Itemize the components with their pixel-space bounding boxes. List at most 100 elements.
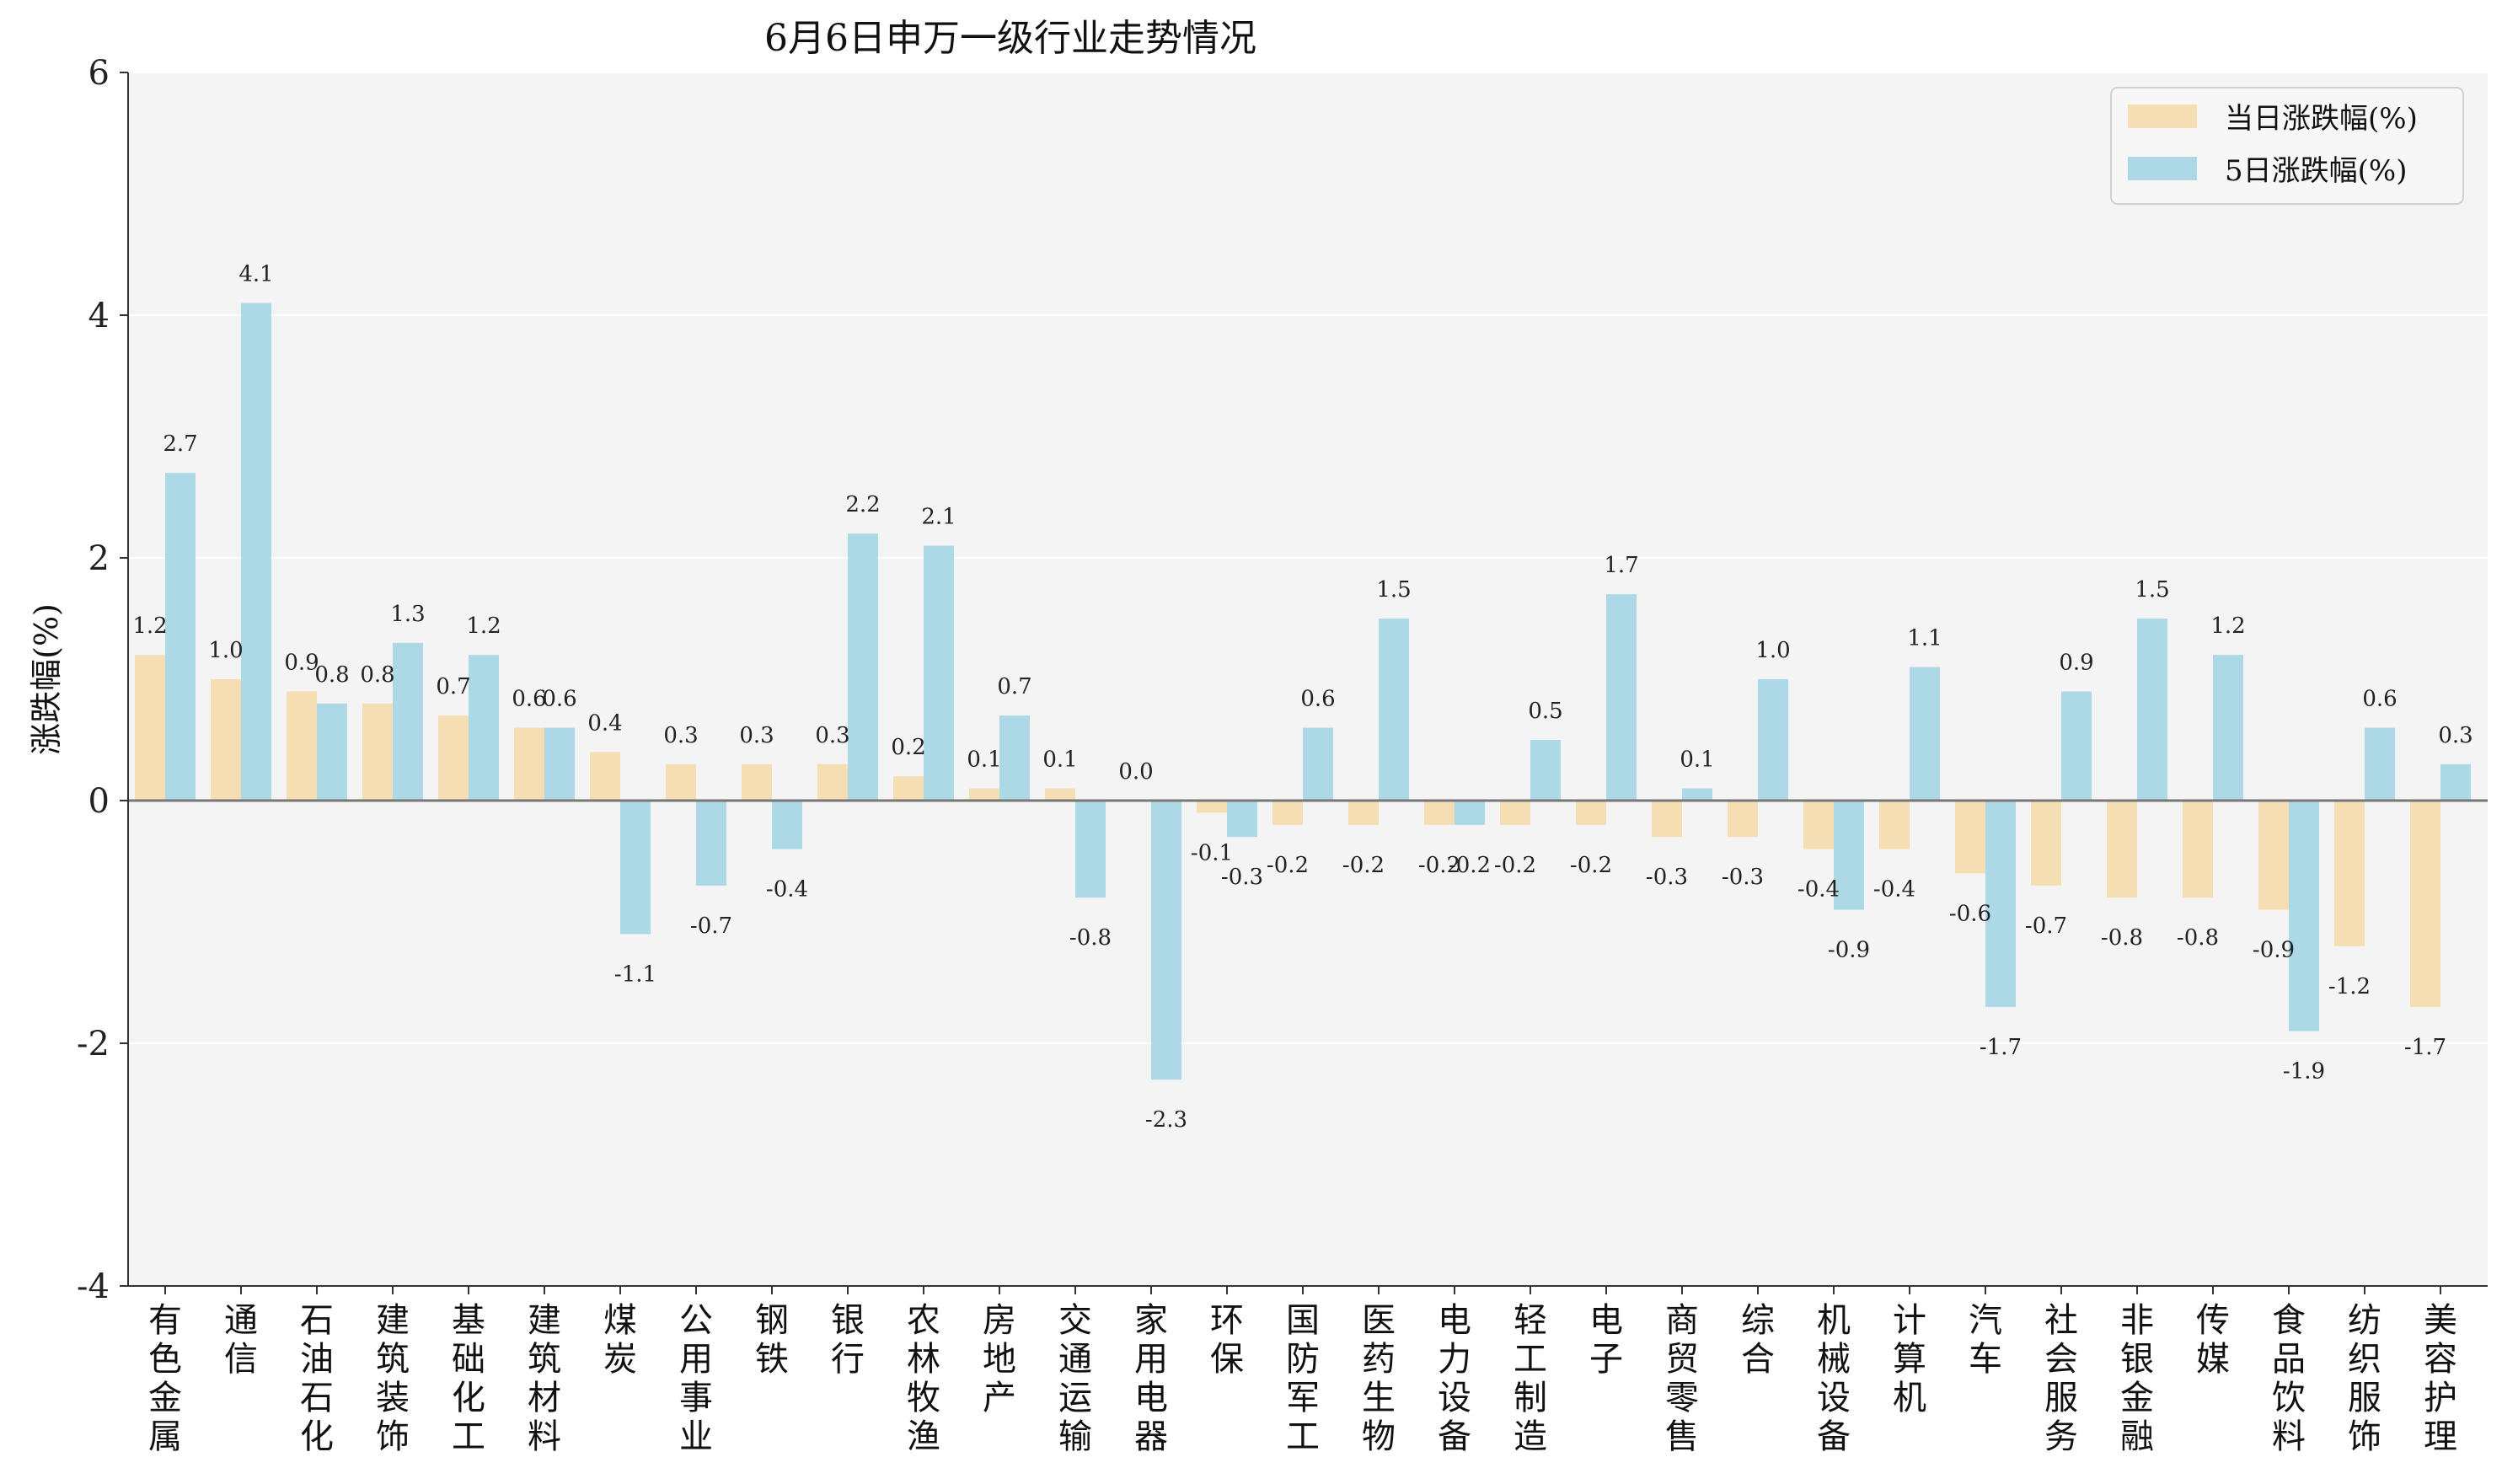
bar-daily [1348, 801, 1379, 825]
data-label: 0.1 [1680, 747, 1714, 773]
data-label: -0.2 [1418, 853, 1460, 878]
bar-daily [1955, 801, 1985, 874]
legend-box [2110, 87, 2464, 205]
bar-daily [2334, 801, 2365, 946]
bar-5day [1606, 594, 1637, 801]
data-label: -0.3 [1646, 865, 1688, 890]
bar-daily [1424, 801, 1455, 825]
data-label: -1.1 [614, 962, 656, 987]
data-label: 0.2 [891, 735, 925, 760]
x-category-label: 钢铁 [755, 1301, 789, 1379]
data-label: 0.6 [512, 687, 546, 712]
plot-background [128, 72, 2488, 1286]
bar-5day [620, 801, 651, 935]
bar-5day [2440, 763, 2471, 801]
bar-daily [1728, 801, 1758, 838]
x-category-label: 煤炭 [603, 1301, 637, 1379]
bar-daily [969, 788, 999, 801]
data-label: 0.9 [284, 650, 319, 675]
bar-5day [2137, 619, 2167, 801]
bar-daily [1500, 801, 1530, 825]
data-label: 1.2 [132, 613, 167, 639]
bar-5day [1151, 801, 1181, 1080]
legend-label-5day: 5日涨跌幅(%) [2225, 154, 2407, 188]
x-category-label: 公用事业 [679, 1301, 713, 1456]
data-label: 0.6 [2362, 687, 2397, 712]
chart-title: 6月6日申万一级行业走势情况 [764, 17, 1256, 60]
bar-5day [1758, 679, 1788, 801]
x-category-label: 非银金融 [2120, 1301, 2154, 1456]
data-label: -1.7 [2404, 1035, 2446, 1060]
data-label: 0.0 [1118, 759, 1153, 785]
data-label: -0.8 [2177, 925, 2219, 951]
x-category-label: 农林牧渔 [907, 1301, 940, 1456]
y-tick-label: 4 [88, 297, 110, 335]
bar-daily [2410, 801, 2440, 1007]
x-category-label: 银行 [831, 1301, 865, 1379]
legend-swatch-5day [2128, 157, 2197, 180]
bar-5day [999, 715, 1030, 801]
legend-swatch-daily [2128, 104, 2197, 128]
data-label: 2.7 [163, 431, 197, 457]
data-label: 0.1 [967, 747, 1001, 773]
bar-5day [848, 533, 878, 801]
bar-daily [438, 715, 469, 801]
data-label: 0.6 [542, 687, 576, 712]
bar-5day [1834, 801, 1864, 910]
data-label: -1.2 [2328, 974, 2371, 999]
data-label: -0.4 [766, 877, 808, 903]
y-tick-label: 6 [88, 54, 110, 93]
x-category-label: 交通运输 [1058, 1301, 1092, 1456]
data-label: 0.1 [1042, 747, 1077, 773]
x-category-label: 国防军工 [1286, 1301, 1320, 1456]
x-category-label: 纺织服饰 [2348, 1301, 2381, 1456]
bar-5day [393, 642, 423, 801]
x-category-label: 计算机 [1893, 1301, 1926, 1417]
bar-5day [1910, 667, 1940, 801]
data-label: -0.4 [1873, 877, 1915, 903]
legend: 当日涨跌幅(%) 5日涨跌幅(%) [2110, 87, 2464, 205]
bar-daily [1652, 801, 1682, 838]
x-category-label: 电力设备 [1438, 1301, 1471, 1456]
x-category-label: 基础化工 [452, 1301, 485, 1456]
y-ticks: -4 -2 0 2 4 6 [77, 54, 128, 1306]
x-category-label: 石油石化 [300, 1301, 334, 1456]
axes [127, 72, 2488, 1287]
data-label: 2.2 [845, 492, 880, 517]
data-label: -0.2 [1342, 853, 1385, 878]
data-label: 0.8 [360, 662, 394, 688]
x-category-label: 有色金属 [148, 1301, 182, 1456]
bar-5day [544, 727, 575, 801]
bar-5day [1985, 801, 2016, 1007]
data-label: -0.6 [1949, 901, 1991, 926]
bar-5day [1075, 801, 1106, 898]
x-category-label: 电子 [1589, 1301, 1623, 1379]
bar-5day [1455, 801, 1485, 825]
data-label: -0.2 [1449, 853, 1491, 878]
bar-daily [2031, 801, 2061, 886]
data-label: -0.8 [2101, 925, 2143, 951]
x-category-label: 机械设备 [1817, 1301, 1851, 1456]
x-category-label: 商贸零售 [1665, 1301, 1699, 1456]
data-label: -0.2 [1267, 853, 1309, 878]
data-label: 0.3 [739, 723, 774, 748]
bar-5day [772, 801, 802, 849]
data-label: 1.2 [466, 613, 501, 639]
bar-daily [1197, 801, 1227, 813]
x-category-label: 医药生物 [1362, 1301, 1396, 1456]
x-category-label: 食品饮料 [2272, 1301, 2306, 1456]
data-label: 1.1 [1907, 626, 1942, 651]
data-labels: 1.22.71.04.10.90.8 0.81.30.71.20.60.60.4-… [132, 262, 2473, 1133]
bar-daily [2183, 801, 2213, 898]
bar-daily [893, 776, 924, 801]
data-label: 0.6 [1300, 687, 1335, 712]
bar-daily [817, 763, 848, 801]
bar-daily [1272, 801, 1303, 825]
bar-daily [362, 703, 393, 801]
bar-daily [1045, 788, 1075, 801]
data-label: -0.8 [1069, 925, 1112, 951]
bar-5day [1303, 727, 1333, 801]
bar-daily [514, 727, 544, 801]
bar-5day [1682, 788, 1712, 801]
bar-5day [241, 303, 271, 801]
